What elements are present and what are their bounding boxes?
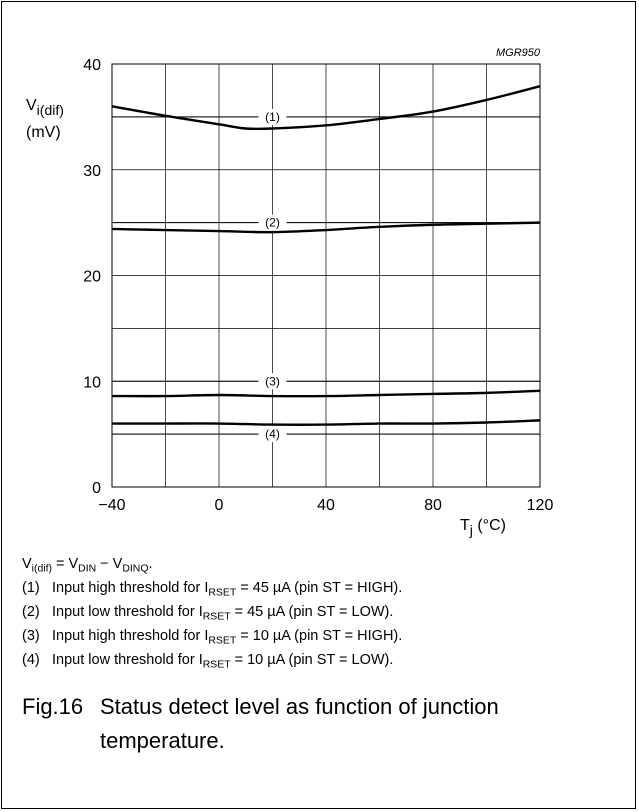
curve-1 xyxy=(111,85,541,131)
note-number: (3) xyxy=(22,628,40,644)
def-lhs: V xyxy=(22,556,32,572)
note-text: Input high threshold for I xyxy=(52,628,209,644)
definition-note: Vi(dif) = VDIN − VDINQ. xyxy=(22,552,402,576)
def-lhs-sub: i(dif) xyxy=(31,563,52,575)
def-end: . xyxy=(148,556,153,572)
notes: Vi(dif) = VDIN − VDINQ. (1) Input high th… xyxy=(22,552,402,672)
x-axis-label-unit: (°C) xyxy=(473,517,506,534)
note-sub: RSET xyxy=(202,611,231,623)
threshold-label-bg xyxy=(258,373,287,390)
note-item-1: (1) Input high threshold for IRSET = 45 µ… xyxy=(22,576,402,600)
note-text: Input low threshold for I xyxy=(52,652,203,668)
threshold-label-4: (4) xyxy=(265,427,280,441)
note-number: (1) xyxy=(22,580,40,596)
note-item-3: (3) Input high threshold for IRSET = 10 µ… xyxy=(22,624,402,648)
def-eq: = V xyxy=(51,556,79,572)
plot-border xyxy=(111,63,541,488)
note-text: Input high threshold for I xyxy=(52,580,209,596)
y-tick-label: 10 xyxy=(83,374,101,391)
curve-3 xyxy=(111,389,541,398)
note-sub: RSET xyxy=(202,659,231,671)
note-number: (4) xyxy=(22,652,40,668)
y-tick-label: 40 xyxy=(83,57,101,74)
figure-number: Fig.16 xyxy=(22,694,84,719)
x-tick-label: 120 xyxy=(527,497,554,514)
note-number: (2) xyxy=(22,604,40,620)
y-tick-label: 20 xyxy=(83,269,101,286)
caption-line-2: temperature. xyxy=(100,728,225,753)
threshold-label-bg xyxy=(258,426,287,443)
figure-code: MGR950 xyxy=(496,47,541,59)
threshold-label-bg xyxy=(258,214,287,231)
note-text-end: = 45 µA (pin ST = LOW). xyxy=(230,604,394,620)
curve-4 xyxy=(112,419,541,426)
threshold-label-bg xyxy=(258,108,287,125)
caption-line-1: Status detect level as function of junct… xyxy=(100,694,499,719)
def-a-sub: DIN xyxy=(78,563,97,575)
threshold-label-2: (2) xyxy=(265,216,280,230)
x-tick-label: 80 xyxy=(424,497,442,514)
note-sub: RSET xyxy=(208,587,237,599)
y-axis-label-main: V xyxy=(26,97,37,114)
note-item-2: (2) Input low threshold for IRSET = 45 µA… xyxy=(22,600,402,624)
note-sub: RSET xyxy=(208,635,237,647)
threshold-lines: (1) (2) (3) (4) xyxy=(112,108,540,443)
y-axis-label-sub: i(dif) xyxy=(37,102,64,118)
x-tick-label: −40 xyxy=(98,497,125,514)
note-text-end: = 45 µA (pin ST = HIGH). xyxy=(236,580,403,596)
note-item-4: (4) Input low threshold for IRSET = 10 µA… xyxy=(22,648,402,672)
x-tick-label: 40 xyxy=(317,497,335,514)
threshold-label-3: (3) xyxy=(265,374,280,388)
def-minus: − V xyxy=(96,556,123,572)
def-b-sub: DINQ xyxy=(122,563,149,575)
y-axis-unit: (mV) xyxy=(26,124,61,141)
threshold-label-1: (1) xyxy=(265,110,280,124)
curve-2 xyxy=(111,221,541,234)
note-text: Input low threshold for I xyxy=(52,604,203,620)
x-axis-label: Tj (°C) xyxy=(460,517,506,538)
x-tick-label: 0 xyxy=(215,497,224,514)
y-axis-label: Vi(dif) xyxy=(26,97,64,118)
y-tick-label: 30 xyxy=(83,163,101,180)
y-tick-label: 0 xyxy=(92,480,101,497)
x-axis-label-sub: j xyxy=(469,522,473,538)
x-axis-label-main: T xyxy=(460,517,470,534)
note-text-end: = 10 µA (pin ST = HIGH). xyxy=(236,628,403,644)
figure-caption: Fig.16 Status detect level as function of… xyxy=(22,690,499,758)
note-text-end: = 10 µA (pin ST = LOW). xyxy=(230,652,394,668)
curves xyxy=(111,85,541,426)
